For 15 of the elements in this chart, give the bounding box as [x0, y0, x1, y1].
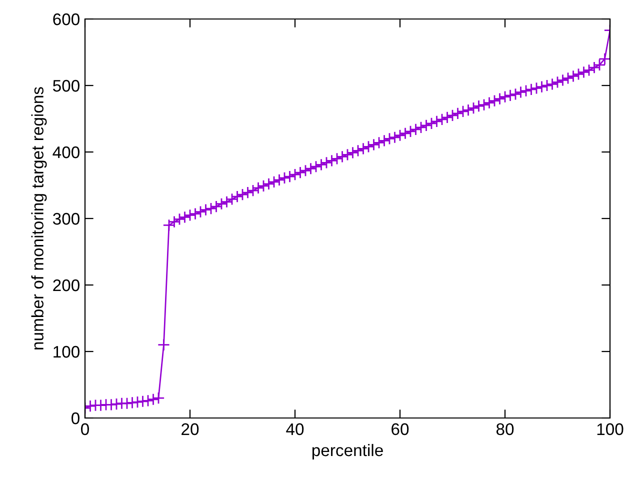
y-tick-label: 0	[72, 412, 80, 424]
x-tick-label: 100	[597, 423, 624, 436]
y-axis-title: number of monitoring target regions	[31, 87, 47, 350]
x-tick-label: 60	[392, 423, 409, 436]
y-tick-label: 600	[53, 13, 80, 26]
x-tick-label: 80	[496, 423, 514, 436]
y-tick-label: 300	[52, 212, 80, 225]
x-tick-label: 40	[286, 423, 304, 436]
y-tick-label: 400	[52, 146, 80, 158]
x-axis-title: percentile	[312, 444, 383, 460]
y-tick-label: 500	[53, 80, 80, 92]
y-tick-label: 200	[53, 279, 80, 292]
x-tick-label: 0	[81, 423, 89, 436]
y-tick-label: 100	[54, 346, 80, 358]
x-tick-label: 20	[182, 423, 199, 436]
